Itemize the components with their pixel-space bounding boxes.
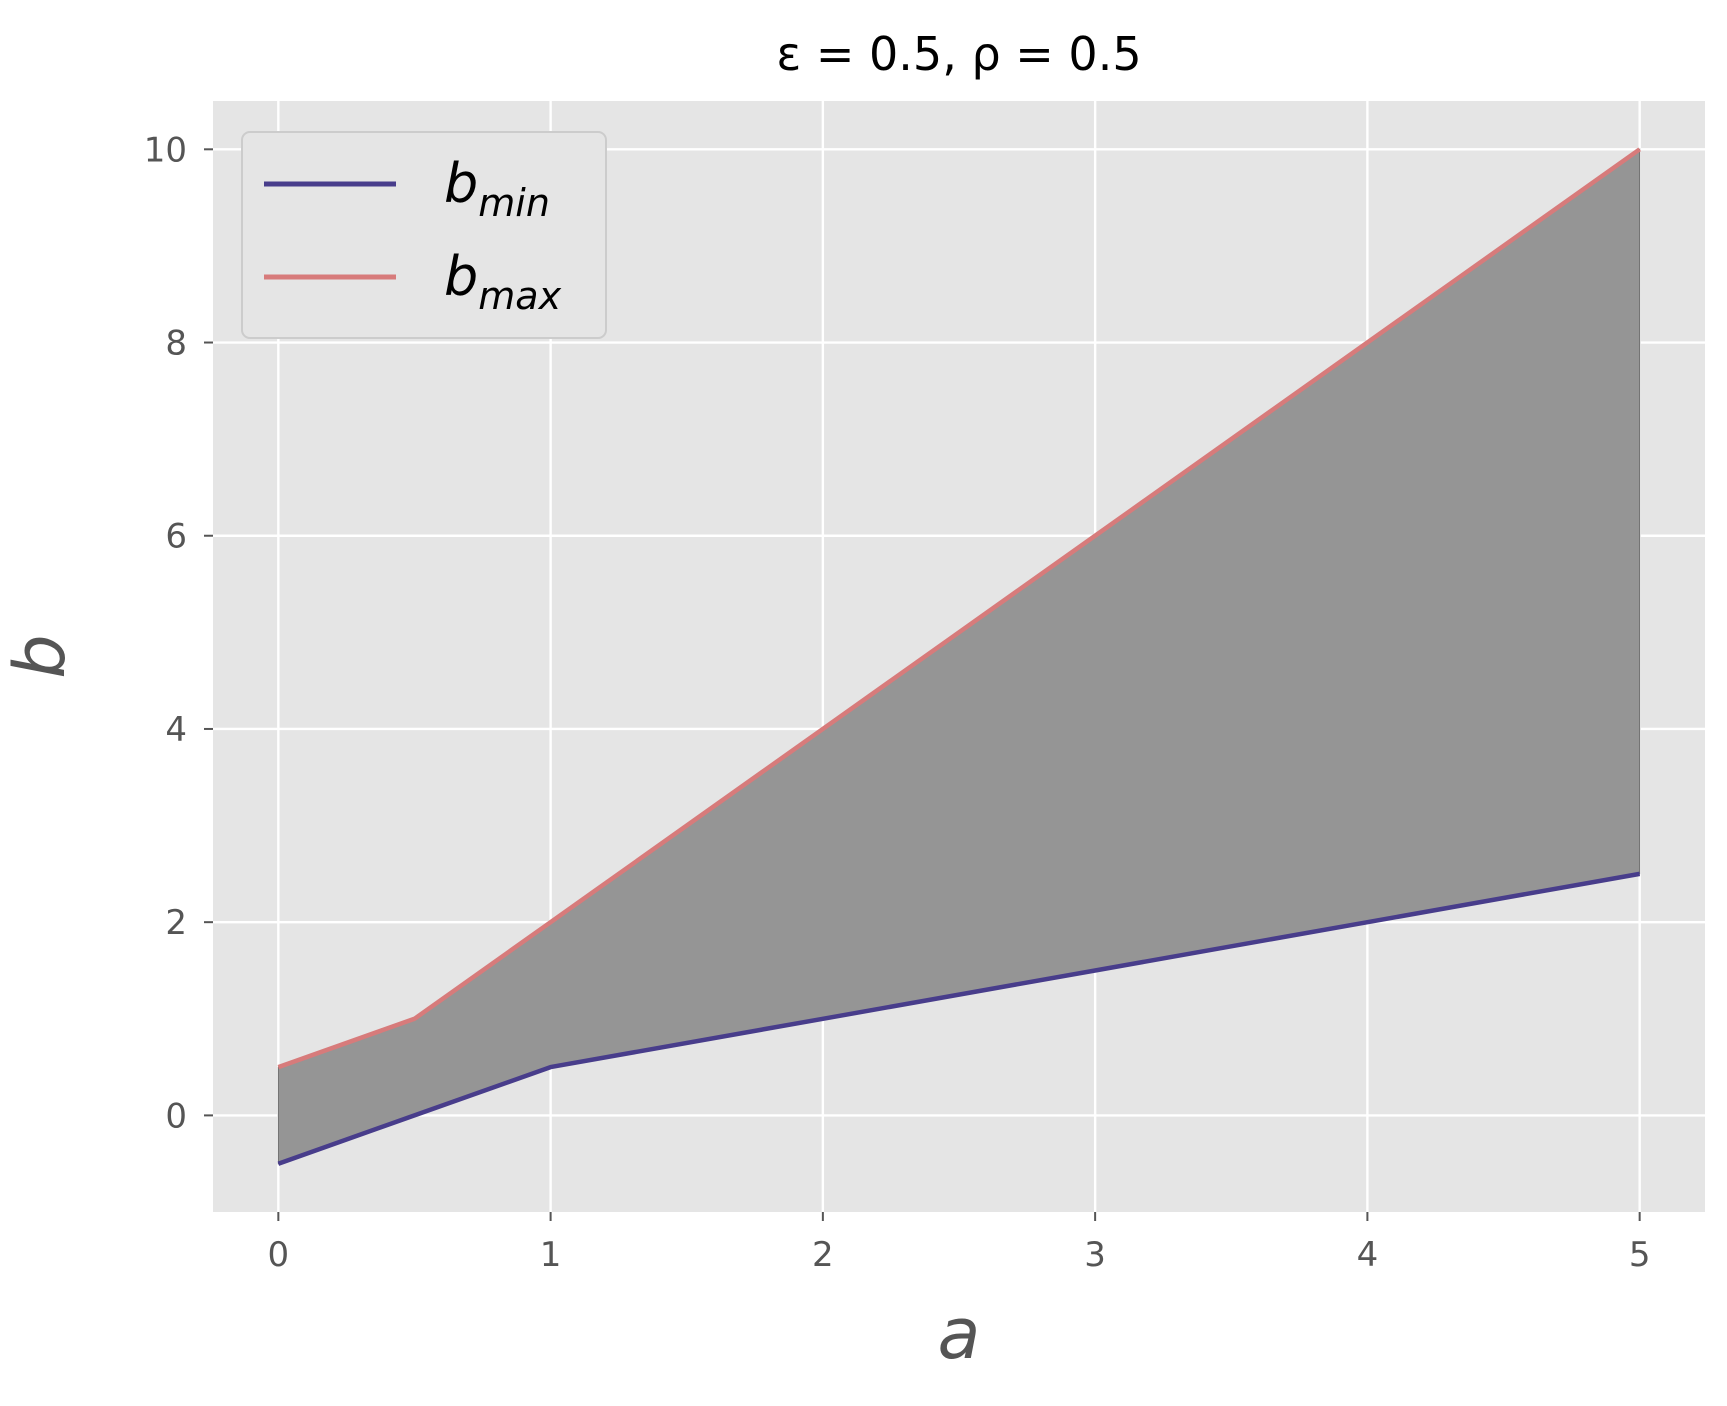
x-tick-label: 4 [1357, 1235, 1379, 1275]
legend-label-b-max-base: b [444, 245, 478, 308]
x-tick-label: 1 [540, 1235, 562, 1275]
tick-layer: 0 1 2 3 4 5 0 2 4 6 8 10 [144, 130, 1651, 1275]
legend-label-b-max-sub: max [478, 274, 561, 318]
y-tick-label: 10 [144, 130, 187, 170]
legend-label-b-min-sub: min [478, 181, 550, 225]
y-tick-label: 6 [165, 517, 187, 557]
x-tick-label: 0 [268, 1235, 290, 1275]
series-lines-layer [277, 147, 1641, 1166]
x-axis-label: a [938, 1293, 981, 1375]
legend-label-b-min-base: b [444, 152, 478, 215]
chart-title: ε = 0.5, ρ = 0.5 [776, 27, 1141, 81]
y-tick-label: 2 [165, 903, 187, 943]
legend-label-b-min: bmin [444, 152, 550, 225]
y-tick-label: 0 [165, 1096, 187, 1136]
legend-label-b-max: bmax [444, 245, 562, 318]
x-tick-label: 2 [812, 1235, 834, 1275]
y-tick-label: 8 [165, 324, 187, 364]
y-axis-label: b [0, 634, 81, 678]
x-tick-label: 3 [1084, 1235, 1106, 1275]
y-tick-label: 4 [165, 710, 187, 750]
series-line-b-max [277, 147, 1641, 1070]
legend: bmin bmax [241, 131, 607, 339]
x-tick-label: 5 [1629, 1235, 1651, 1275]
series-line-b-min [277, 871, 1641, 1166]
